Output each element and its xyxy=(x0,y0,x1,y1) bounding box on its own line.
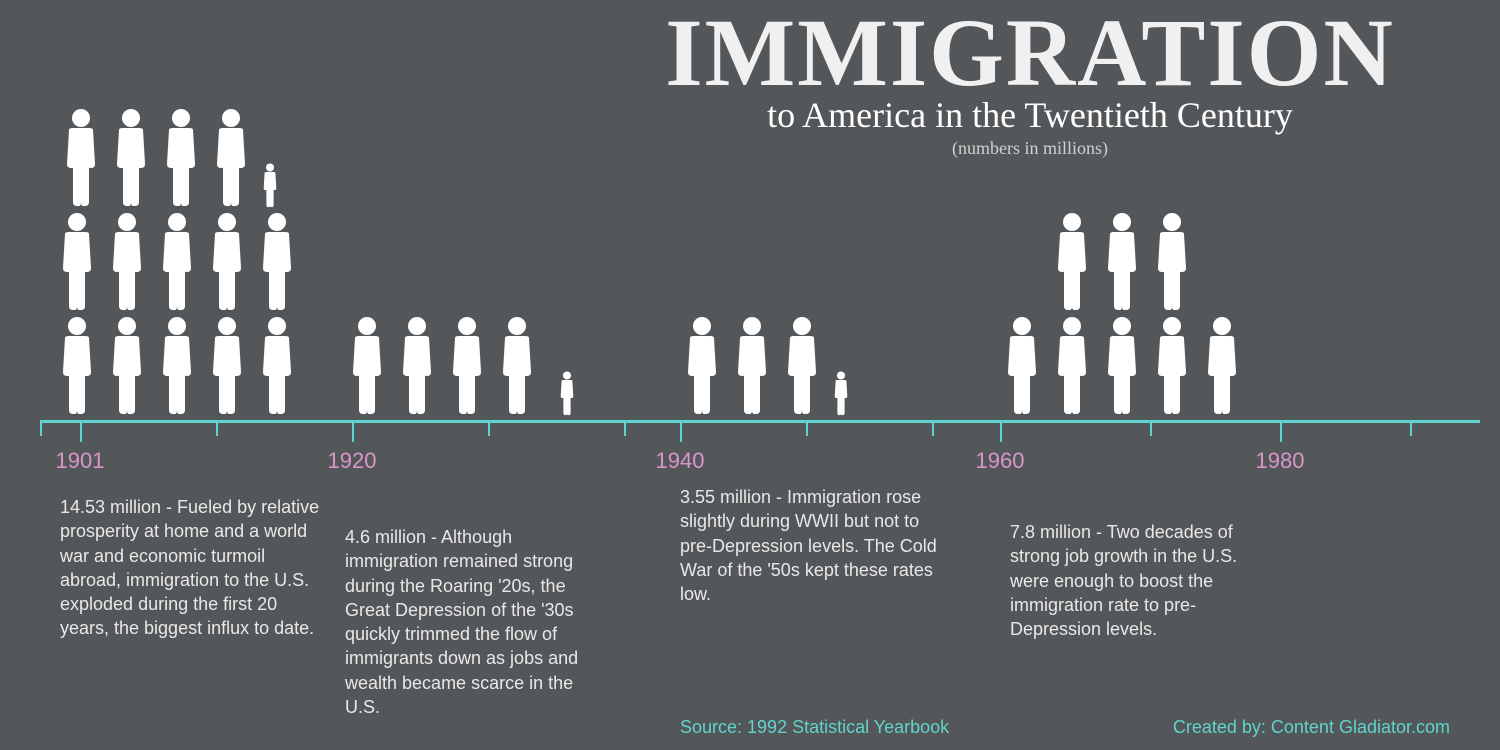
person-icon xyxy=(395,316,439,416)
person-icon xyxy=(205,316,249,416)
year-label: 1901 xyxy=(56,448,105,474)
person-icon xyxy=(680,316,724,416)
year-label: 1940 xyxy=(656,448,705,474)
person-icon xyxy=(55,212,99,312)
person-icon xyxy=(59,108,103,208)
person-icon xyxy=(1050,212,1094,312)
person-icon xyxy=(255,316,299,416)
person-icon xyxy=(1150,316,1194,416)
tick-minor xyxy=(624,420,626,436)
person-icon xyxy=(105,316,149,416)
person-icon xyxy=(55,316,99,416)
person-icon xyxy=(1100,212,1144,312)
pictogram-area xyxy=(0,20,1500,420)
person-icon xyxy=(345,316,389,416)
person-icon xyxy=(495,316,539,416)
tick-minor xyxy=(40,420,42,436)
tick-minor xyxy=(488,420,490,436)
axis-line xyxy=(40,420,1480,423)
year-label: 1980 xyxy=(1256,448,1305,474)
person-icon xyxy=(730,316,774,416)
desc-1920: 4.6 million - Although immigration remai… xyxy=(345,525,605,719)
group-1940 xyxy=(680,316,852,420)
footer-source: Source: 1992 Statistical Yearbook xyxy=(680,717,949,738)
person-icon xyxy=(255,212,299,312)
person-icon xyxy=(205,212,249,312)
tick-minor xyxy=(806,420,808,436)
tick-minor xyxy=(1410,420,1412,436)
desc-1901: 14.53 million - Fueled by relative prosp… xyxy=(60,495,320,641)
tick-minor xyxy=(216,420,218,436)
person-icon xyxy=(1200,316,1244,416)
person-half-icon xyxy=(259,163,281,208)
person-half-icon xyxy=(830,371,852,416)
person-icon xyxy=(1150,212,1194,312)
footer-credit: Created by: Content Gladiator.com xyxy=(1173,717,1450,738)
year-label: 1960 xyxy=(976,448,1025,474)
person-icon xyxy=(159,108,203,208)
tick-minor xyxy=(1150,420,1152,436)
person-icon xyxy=(445,316,489,416)
desc-1940: 3.55 million - Immigration rose slightly… xyxy=(680,485,940,606)
person-icon xyxy=(155,316,199,416)
person-icon xyxy=(1000,316,1044,416)
tick-major xyxy=(1280,420,1282,442)
year-label: 1920 xyxy=(328,448,377,474)
timeline-axis: 1901 1920 1940 1960 1980 xyxy=(40,420,1480,480)
person-icon xyxy=(1100,316,1144,416)
tick-major xyxy=(1000,420,1002,442)
group-1901 xyxy=(55,108,299,420)
person-icon xyxy=(209,108,253,208)
person-partial-icon xyxy=(545,371,589,416)
desc-1960: 7.8 million - Two decades of strong job … xyxy=(1010,520,1270,641)
person-icon xyxy=(780,316,824,416)
person-icon xyxy=(109,108,153,208)
group-1960 xyxy=(1000,212,1244,420)
person-icon xyxy=(105,212,149,312)
person-icon xyxy=(1050,316,1094,416)
person-icon xyxy=(155,212,199,312)
tick-major xyxy=(352,420,354,442)
group-1920 xyxy=(345,316,589,420)
tick-major xyxy=(80,420,82,442)
tick-major xyxy=(680,420,682,442)
tick-minor xyxy=(932,420,934,436)
